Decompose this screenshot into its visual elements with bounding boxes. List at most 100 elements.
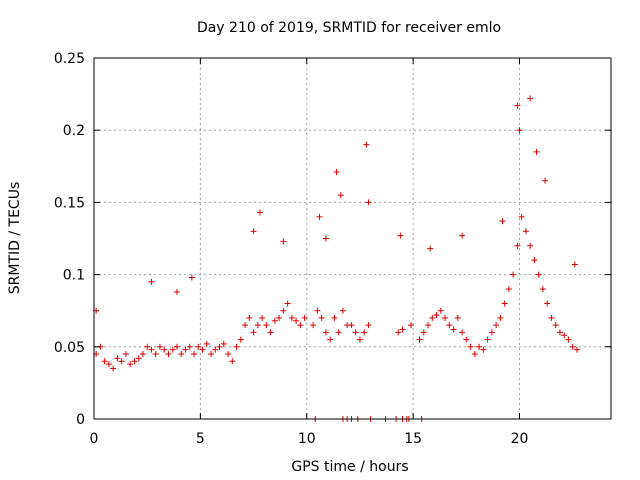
data-point (101, 358, 108, 365)
data-point (131, 358, 138, 365)
data-point (454, 314, 461, 321)
data-point (471, 351, 478, 358)
data-point (182, 346, 189, 353)
data-point (337, 192, 344, 199)
y-tick-label: 0.05 (54, 340, 85, 356)
data-point (476, 343, 483, 350)
x-tick-label: 20 (511, 431, 529, 447)
data-point (442, 314, 449, 321)
data-point (429, 314, 436, 321)
data-point (246, 314, 253, 321)
y-tick-labels: 0 0.05 0.1 0.15 0.2 0.25 (54, 51, 85, 428)
data-point (335, 329, 342, 336)
data-point (156, 343, 163, 350)
data-point (348, 322, 355, 329)
data-point (518, 213, 525, 220)
data-point (399, 326, 406, 333)
data-point (208, 351, 215, 358)
data-point (250, 228, 257, 235)
data-point (459, 232, 466, 239)
data-point (565, 336, 572, 343)
data-point (152, 351, 159, 358)
data-point (288, 314, 295, 321)
data-point (280, 238, 287, 245)
data-point (522, 228, 529, 235)
data-point (216, 343, 223, 350)
x-tick-label: 15 (404, 431, 422, 447)
plot-frame (93, 57, 612, 420)
data-point (199, 346, 206, 353)
data-point (480, 346, 487, 353)
y-tick-label: 0 (76, 412, 85, 428)
data-point (173, 288, 180, 295)
data-point (161, 346, 168, 353)
data-point (488, 329, 495, 336)
data-point (280, 307, 287, 314)
data-point (293, 317, 300, 324)
y-tick-label: 0.25 (54, 51, 85, 67)
data-point (539, 286, 546, 293)
data-point (327, 336, 334, 343)
data-point (250, 329, 257, 336)
data-point (254, 322, 261, 329)
data-point (484, 336, 491, 343)
data-point (127, 361, 134, 368)
data-point (514, 102, 521, 109)
data-point (331, 314, 338, 321)
data-point (186, 343, 193, 350)
data-point (573, 346, 580, 353)
data-point (463, 336, 470, 343)
data-point (365, 322, 372, 329)
data-point (169, 346, 176, 353)
data-point (148, 278, 155, 285)
data-point (416, 336, 423, 343)
x-tick-label: 10 (298, 431, 316, 447)
data-point (352, 329, 359, 336)
data-point (548, 314, 555, 321)
data-point (363, 141, 370, 148)
data-point (139, 351, 146, 358)
data-point (425, 322, 432, 329)
data-point (203, 340, 210, 347)
data-point (144, 343, 151, 350)
data-point (533, 148, 540, 155)
data-point (571, 261, 578, 268)
data-point (178, 351, 185, 358)
data-point (237, 336, 244, 343)
data-point (459, 329, 466, 336)
data-point (467, 343, 474, 350)
data-point (322, 235, 329, 242)
data-point (497, 314, 504, 321)
data-point (135, 355, 142, 362)
data-point (212, 346, 219, 353)
data-point (531, 257, 538, 264)
data-point (225, 351, 232, 358)
data-point (527, 95, 534, 102)
axis-ticks (93, 57, 611, 420)
data-point (122, 351, 129, 358)
data-point (569, 343, 576, 350)
data-point (433, 312, 440, 319)
data-point (339, 307, 346, 314)
data-point (195, 343, 202, 350)
data-point (446, 322, 453, 329)
data-point (397, 232, 404, 239)
data-point (450, 326, 457, 333)
data-point (233, 343, 240, 350)
data-point (542, 177, 549, 184)
data-point (256, 209, 263, 216)
data-point (165, 351, 172, 358)
chart-title: Day 210 of 2019, SRMTID for receiver eml… (197, 20, 501, 36)
data-point (365, 199, 372, 206)
data-point (284, 300, 291, 307)
data-point (499, 218, 506, 225)
data-point (510, 271, 517, 278)
data-point (220, 340, 227, 347)
data-point (561, 332, 568, 339)
data-point (395, 329, 402, 336)
data-point (276, 314, 283, 321)
y-tick-label: 0.1 (63, 268, 85, 284)
data-point (514, 242, 521, 249)
data-point (361, 329, 368, 336)
